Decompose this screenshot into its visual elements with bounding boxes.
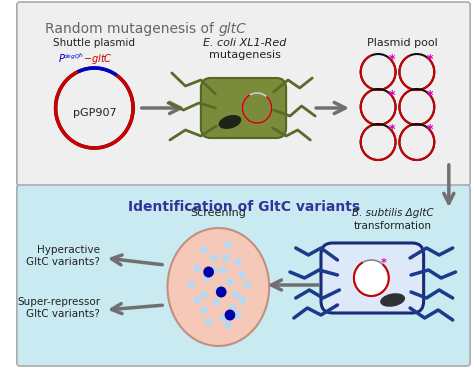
Circle shape [244, 281, 251, 289]
Circle shape [238, 296, 246, 304]
Text: *: * [388, 88, 395, 102]
Circle shape [200, 246, 208, 254]
Circle shape [210, 254, 218, 262]
Text: *: * [381, 258, 387, 268]
Text: $_{degQ}$: $_{degQ}$ [64, 52, 81, 61]
Circle shape [200, 306, 208, 314]
Circle shape [187, 281, 195, 289]
Text: Random mutagenesis of: Random mutagenesis of [45, 22, 219, 36]
Text: transformation: transformation [354, 221, 432, 231]
Circle shape [200, 291, 208, 299]
Circle shape [232, 291, 240, 299]
Ellipse shape [380, 293, 405, 307]
Circle shape [219, 266, 227, 274]
Circle shape [203, 266, 214, 277]
Text: Plasmid pool: Plasmid pool [367, 38, 438, 48]
FancyArrowPatch shape [316, 102, 345, 114]
Circle shape [212, 298, 220, 306]
Text: $P$: $P$ [57, 52, 65, 64]
Text: Shuttle plasmid: Shuttle plasmid [54, 38, 136, 48]
Circle shape [229, 304, 237, 312]
Text: *: * [427, 53, 434, 67]
FancyArrowPatch shape [142, 102, 181, 114]
Text: pGP907: pGP907 [73, 108, 116, 118]
Text: Super-repressor
GltC variants?: Super-repressor GltC variants? [17, 297, 100, 319]
Circle shape [226, 278, 234, 286]
Circle shape [219, 314, 227, 322]
Text: B. subtilis ΔgltC: B. subtilis ΔgltC [352, 208, 433, 218]
Circle shape [354, 260, 389, 296]
Circle shape [193, 264, 201, 272]
FancyBboxPatch shape [17, 2, 470, 186]
Circle shape [205, 318, 212, 326]
Text: $^{h}$: $^{h}$ [78, 52, 83, 61]
Circle shape [203, 274, 210, 282]
Ellipse shape [167, 228, 269, 346]
FancyBboxPatch shape [321, 243, 424, 313]
Circle shape [238, 271, 246, 279]
Text: Identification of GltC variants: Identification of GltC variants [128, 200, 361, 214]
Text: gltC: gltC [219, 22, 246, 36]
Text: E. coli XL1-Red: E. coli XL1-Red [203, 38, 286, 48]
Text: *: * [427, 88, 434, 102]
Circle shape [224, 321, 232, 329]
Circle shape [225, 309, 235, 321]
Text: *: * [388, 124, 395, 137]
Text: $-gltC$: $-gltC$ [83, 52, 112, 66]
Circle shape [216, 287, 227, 297]
Circle shape [234, 311, 242, 319]
Circle shape [214, 286, 222, 294]
FancyBboxPatch shape [201, 78, 286, 138]
Circle shape [224, 241, 232, 249]
Text: *: * [388, 53, 395, 67]
Text: Hyperactive
GltC variants?: Hyperactive GltC variants? [26, 245, 100, 266]
Circle shape [234, 258, 242, 266]
Circle shape [210, 266, 218, 274]
Circle shape [222, 254, 230, 262]
Text: *: * [427, 124, 434, 137]
Ellipse shape [219, 115, 241, 129]
Text: Screening: Screening [191, 208, 246, 218]
Circle shape [193, 296, 201, 304]
FancyBboxPatch shape [17, 185, 470, 366]
Text: mutagenesis: mutagenesis [209, 50, 281, 60]
